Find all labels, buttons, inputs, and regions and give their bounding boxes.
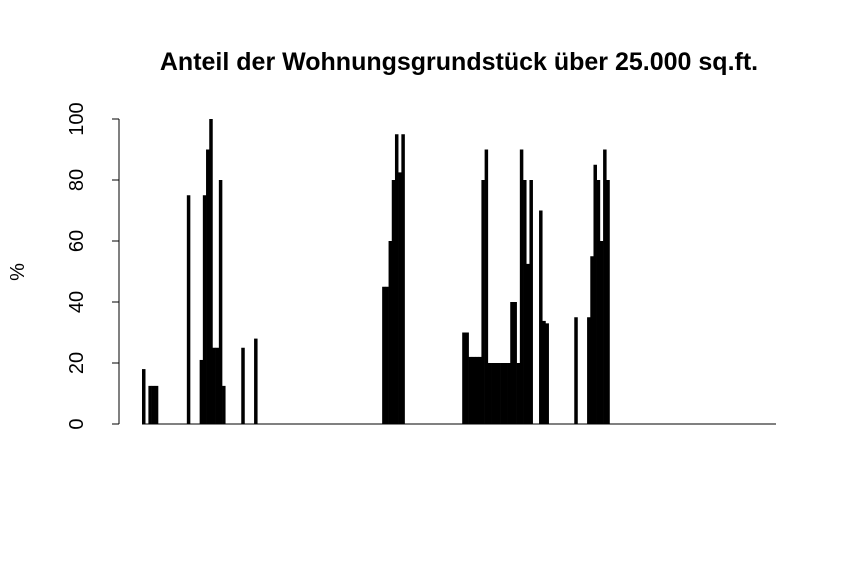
y-axis-label: % [7, 263, 29, 281]
bar [526, 263, 530, 425]
bar [385, 286, 389, 424]
bar [142, 369, 146, 424]
bar [523, 180, 527, 424]
bar [398, 172, 402, 425]
bar [215, 347, 220, 424]
bar [222, 385, 226, 425]
bar [241, 347, 245, 424]
bar [209, 119, 213, 424]
bar [148, 385, 152, 425]
bar [394, 134, 399, 424]
bar [478, 356, 482, 424]
bar [151, 385, 156, 425]
bar [218, 180, 223, 424]
bar [491, 363, 495, 424]
bar [254, 338, 258, 424]
bar [465, 332, 469, 424]
bar [603, 149, 607, 424]
bar [529, 180, 533, 424]
bar [606, 180, 610, 424]
bar [510, 302, 514, 424]
bar [475, 356, 479, 424]
bar [401, 134, 405, 424]
bar [186, 195, 191, 424]
bar [497, 363, 501, 424]
y-tick-label: 80 [66, 169, 88, 191]
bar [481, 180, 485, 424]
bar [590, 256, 594, 424]
bar [382, 286, 386, 424]
bar [587, 317, 591, 424]
bar [462, 332, 466, 424]
bar [212, 347, 216, 424]
bar [545, 323, 549, 424]
bar [513, 302, 517, 424]
bar [471, 356, 476, 424]
bar [391, 180, 396, 424]
bar [599, 241, 604, 424]
bar [154, 385, 159, 425]
bar [500, 363, 505, 424]
y-tick-label: 20 [66, 352, 88, 374]
y-axis: 0 20 40 60 80 100 [66, 102, 120, 430]
bar [516, 363, 521, 424]
y-tick-label: 40 [66, 291, 88, 313]
bars [142, 119, 610, 425]
chart-title: Anteil der Wohnungsgrundstück über 25.00… [160, 48, 758, 76]
bar [593, 164, 597, 424]
bar [388, 241, 393, 424]
bar [574, 317, 578, 424]
bar [503, 363, 508, 424]
bar [202, 195, 207, 424]
bar [519, 149, 524, 424]
bar [487, 363, 492, 424]
bar [494, 363, 498, 424]
bar [484, 149, 489, 424]
bar [199, 359, 204, 424]
bar [468, 356, 473, 424]
y-tick-label: 100 [66, 102, 88, 135]
y-tick-label: 0 [66, 418, 88, 429]
bar [507, 363, 511, 424]
y-tick-label: 60 [66, 230, 88, 252]
bar [596, 180, 601, 424]
bar [539, 210, 543, 424]
bar [542, 320, 546, 424]
bar [206, 149, 210, 424]
